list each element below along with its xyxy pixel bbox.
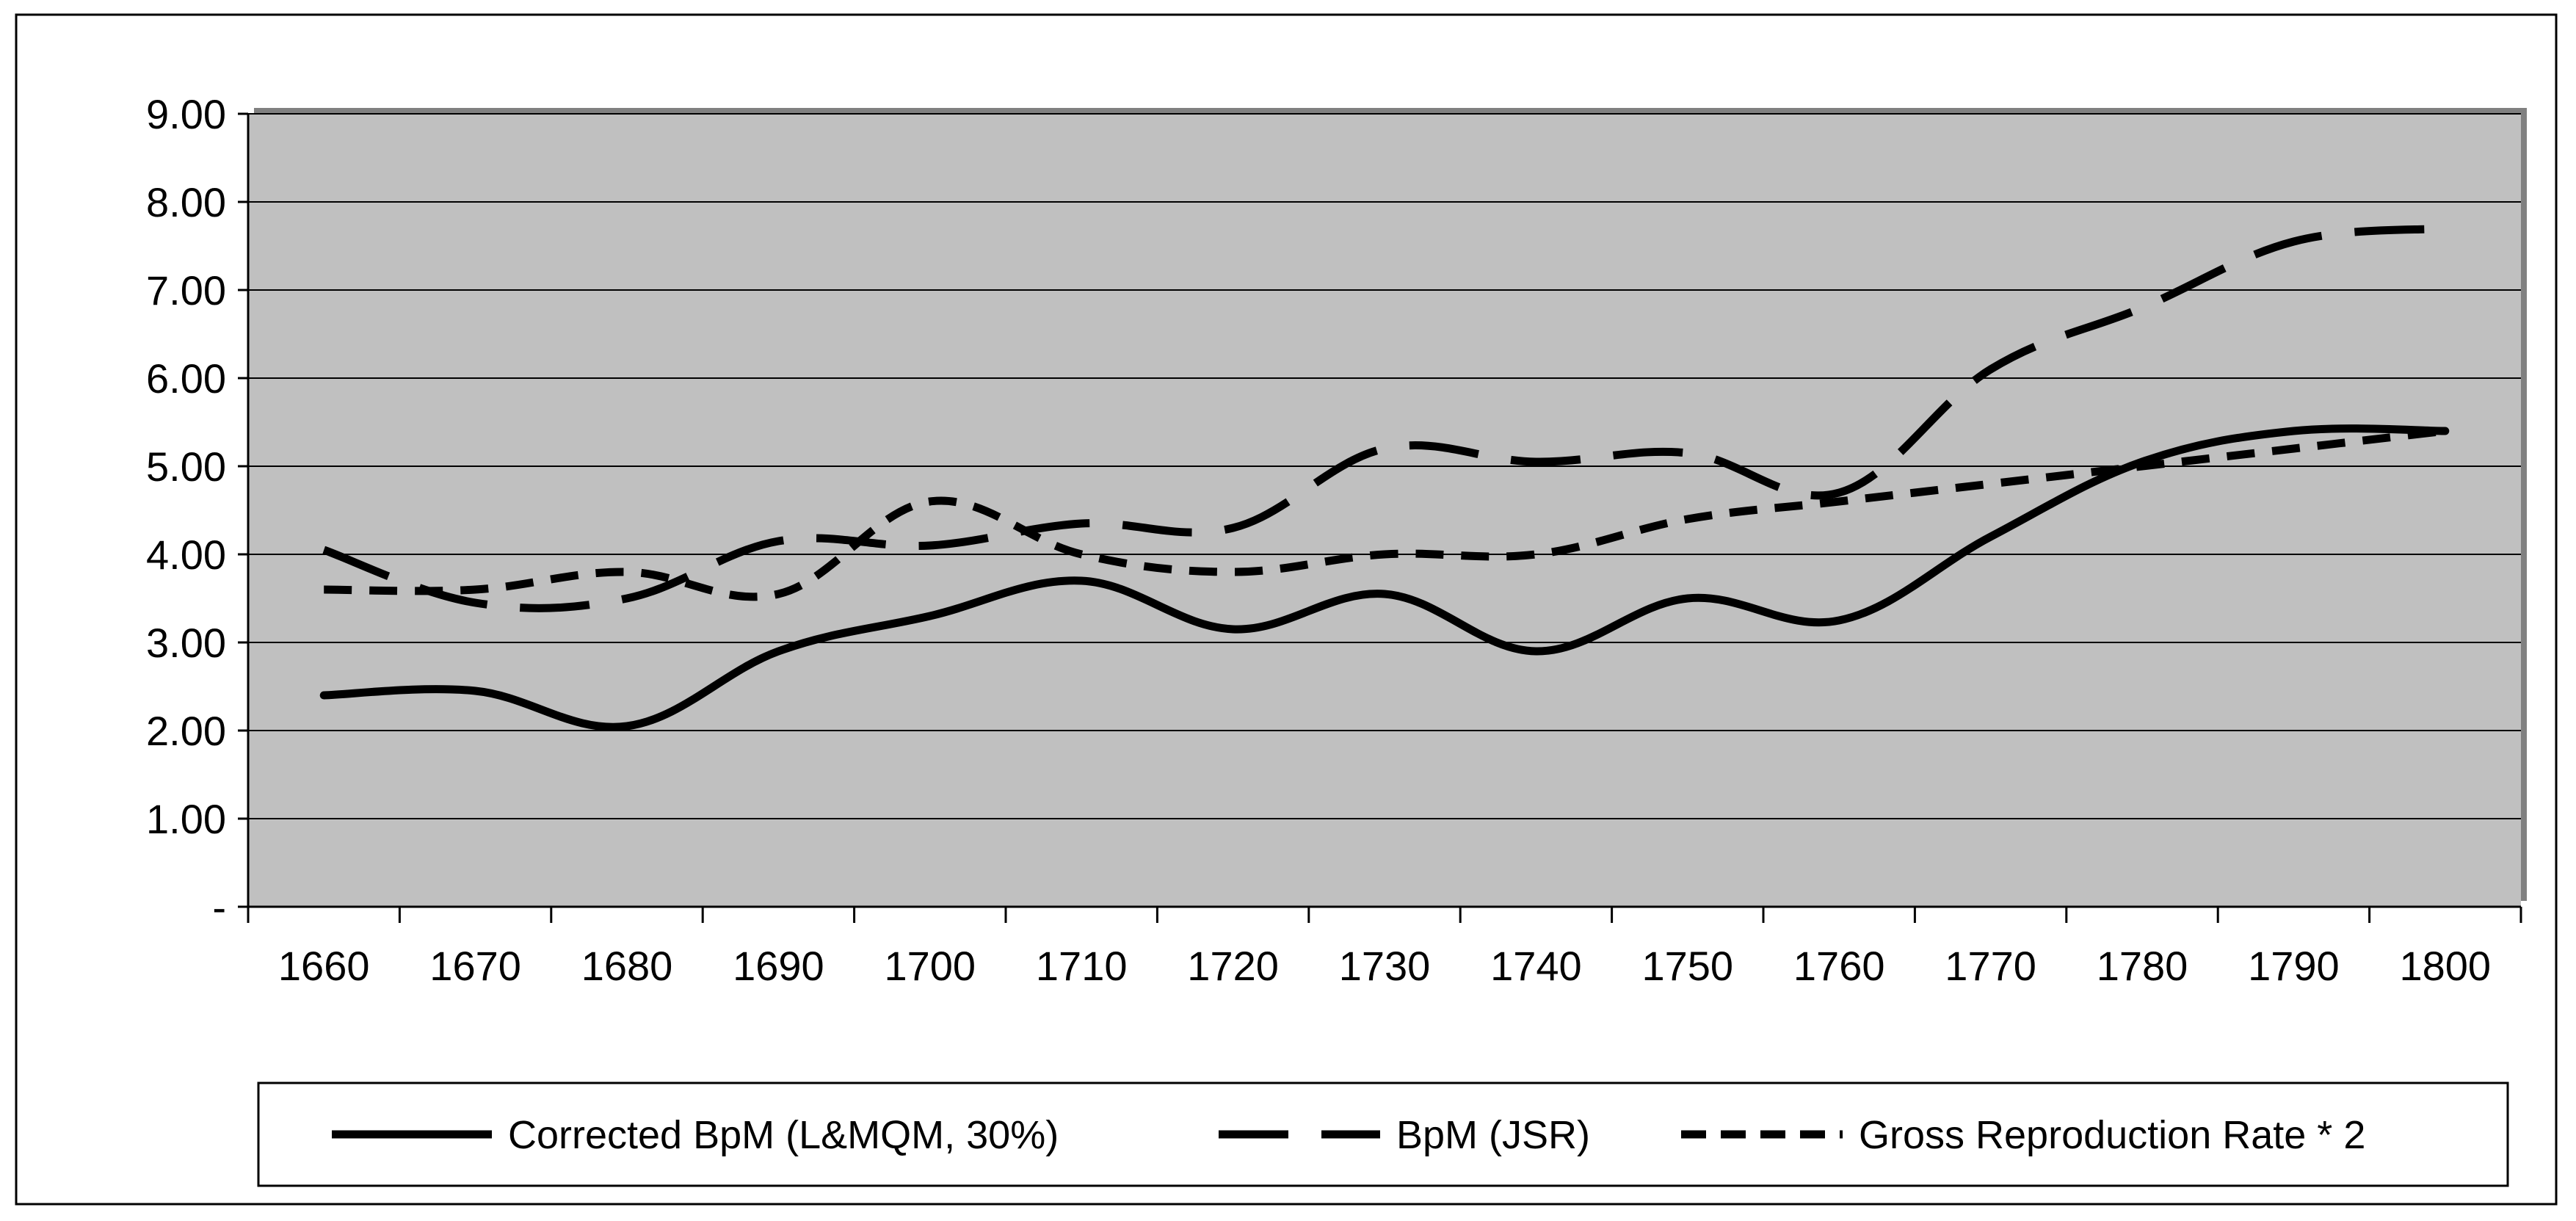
x-tick-label: 1730	[1339, 943, 1431, 989]
y-tick-label: -	[212, 884, 226, 930]
y-tick-label: 2.00	[146, 708, 226, 754]
x-tick-label: 1690	[733, 943, 824, 989]
legend-label: BpM (JSR)	[1396, 1113, 1590, 1157]
x-tick-label: 1670	[429, 943, 521, 989]
x-tick-label: 1800	[2400, 943, 2492, 989]
x-tick-label: 1740	[1490, 943, 1582, 989]
y-tick-label: 8.00	[146, 179, 226, 225]
x-tick-label: 1720	[1187, 943, 1279, 989]
series-line-gross-reproduction-rate-2	[324, 427, 2446, 601]
y-tick-label: 5.00	[146, 443, 226, 490]
legend	[257, 1081, 2509, 1187]
x-tick-label: 1710	[1036, 943, 1128, 989]
series-line-corrected-bpm-l-mqm-30	[319, 424, 2450, 731]
y-tick-label: 1.00	[146, 796, 226, 842]
y-tick-label: 3.00	[146, 620, 226, 666]
x-tick-label: 1700	[885, 943, 976, 989]
x-tick-label: 1780	[2097, 943, 2188, 989]
series-line-bpm-jsr	[322, 224, 2446, 612]
y-tick-label: 6.00	[146, 355, 226, 402]
x-tick-label: 1790	[2248, 943, 2340, 989]
x-tick-label: 1770	[1945, 943, 2036, 989]
y-tick-label: 9.00	[146, 91, 226, 137]
y-tick-label: 7.00	[146, 267, 226, 314]
y-tick-label: 4.00	[146, 532, 226, 578]
x-tick-label: 1750	[1642, 943, 1734, 989]
x-tick-label: 1680	[581, 943, 673, 989]
legend-label: Gross Reproduction Rate * 2	[1859, 1113, 2365, 1157]
x-tick-label: 1660	[278, 943, 370, 989]
x-tick-label: 1760	[1793, 943, 1885, 989]
plot-area	[248, 114, 2521, 907]
legend-label: Corrected BpM (L&MQM, 30%)	[508, 1113, 1059, 1157]
